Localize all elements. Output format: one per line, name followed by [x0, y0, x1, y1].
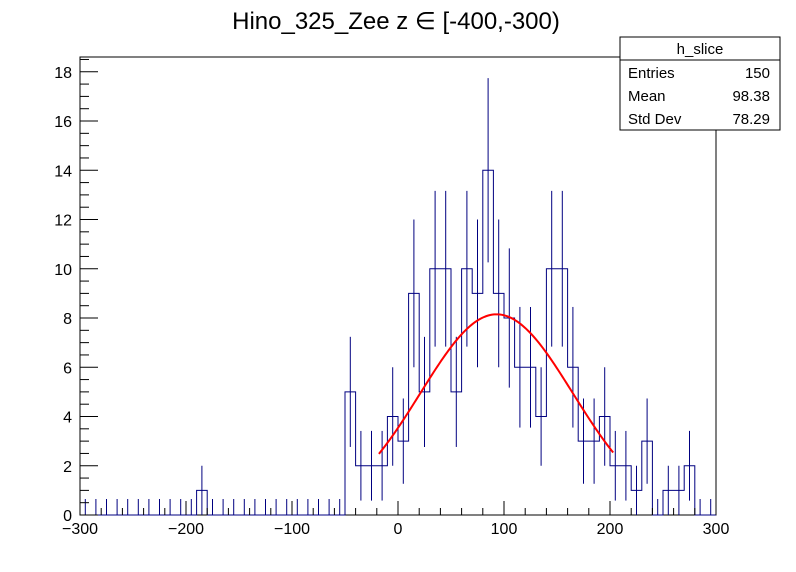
y-tick-label: 12 [54, 213, 72, 230]
axis-layer: −300 −200 −100 0 100 200 300 0 2 4 6 8 10 12 14 16 18 [54, 58, 730, 538]
stats-value-stddev: 78.29 [732, 111, 770, 128]
x-tick-label: 100 [491, 521, 518, 538]
x-tick-label: 200 [597, 521, 624, 538]
stats-label-stddev: Std Dev [628, 111, 682, 128]
x-tick-label: −300 [62, 521, 98, 538]
fit-curve [378, 313, 614, 455]
y-tick-label: 14 [54, 163, 72, 180]
fit-layer [378, 313, 614, 455]
y-tick-label: 18 [54, 65, 72, 82]
y-tick-label: 4 [63, 410, 72, 427]
stats-value-mean: 98.38 [732, 88, 770, 105]
histogram-outline [80, 169, 716, 516]
x-tick-label: 0 [394, 521, 403, 538]
stats-box: h_slice Entries 150 Mean 98.38 Std Dev 7… [619, 36, 781, 131]
y-tick-label: 8 [63, 311, 72, 328]
y-tick-label: 16 [54, 114, 72, 131]
stats-label-entries: Entries [628, 65, 675, 82]
stats-label-mean: Mean [628, 88, 666, 105]
histogram-layer [80, 78, 716, 516]
stats-box-title: h_slice [677, 41, 724, 58]
stats-box-border [619, 36, 781, 131]
y-tick-label: 0 [63, 508, 72, 525]
x-tick-label: −200 [168, 521, 204, 538]
x-tick-label: 300 [703, 521, 730, 538]
x-tick-label: −100 [274, 521, 310, 538]
y-tick-label: 10 [54, 262, 72, 279]
chart-title: Hino_325_Zee z ∈ [-400,-300) [232, 8, 560, 35]
y-tick-label: 2 [63, 459, 72, 476]
stats-value-entries: 150 [745, 65, 770, 82]
y-tick-label: 6 [63, 360, 72, 377]
